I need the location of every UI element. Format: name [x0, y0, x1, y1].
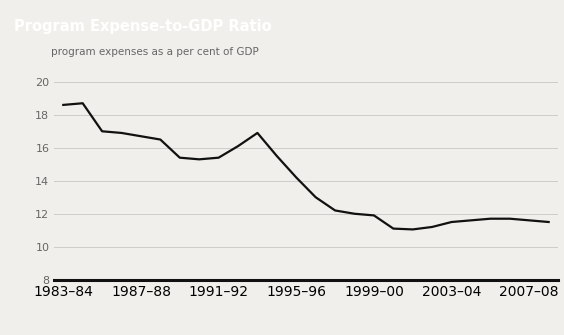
Text: Program Expense-to-GDP Ratio: Program Expense-to-GDP Ratio: [14, 19, 272, 34]
Text: program expenses as a per cent of GDP: program expenses as a per cent of GDP: [51, 47, 259, 57]
